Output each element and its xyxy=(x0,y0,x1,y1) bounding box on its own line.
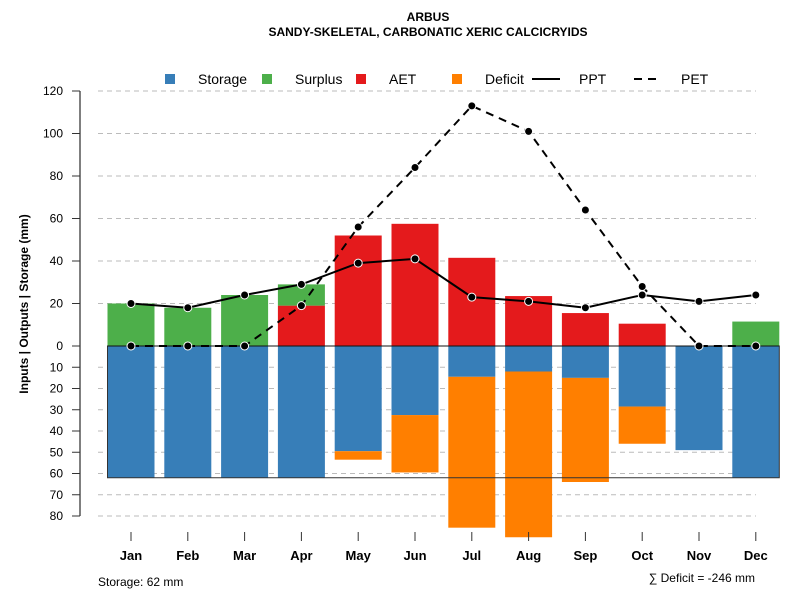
y-tick-label: 10 xyxy=(50,360,64,374)
deficit-bar xyxy=(391,415,439,473)
storage-bar xyxy=(277,346,325,478)
y-tick-label: 60 xyxy=(50,212,64,226)
ppt-point xyxy=(637,290,647,300)
y-tick-label: 30 xyxy=(50,403,64,417)
pet-point xyxy=(353,222,363,232)
x-tick-label: Feb xyxy=(176,548,199,563)
pet-point xyxy=(694,341,704,351)
legend-label-storage: Storage xyxy=(198,71,247,87)
storage-bar xyxy=(334,346,382,452)
pet-point xyxy=(183,341,193,351)
ppt-point xyxy=(694,296,704,306)
footer-storage: Storage: 62 mm xyxy=(98,575,183,589)
y-tick-label: 40 xyxy=(50,424,64,438)
legend-swatch-surplus xyxy=(262,74,272,84)
x-tick-label: Apr xyxy=(290,548,312,563)
ppt-point xyxy=(353,258,363,268)
y-tick-label: 60 xyxy=(50,467,64,481)
aet-bar xyxy=(448,257,496,346)
ppt-point xyxy=(524,296,534,306)
x-tick-label: Nov xyxy=(687,548,712,563)
x-tick-label: Dec xyxy=(744,548,768,563)
storage-bar xyxy=(561,346,609,378)
storage-bar xyxy=(732,346,780,478)
x-tick-label: Mar xyxy=(233,548,256,563)
pet-point xyxy=(296,301,306,311)
y-tick-label: 40 xyxy=(50,254,64,268)
y-tick-label: 20 xyxy=(50,297,64,311)
y-tick-label: 0 xyxy=(56,339,63,353)
ppt-point xyxy=(126,299,136,308)
aet-bar xyxy=(561,313,609,346)
pet-point xyxy=(637,282,647,291)
pet-point xyxy=(126,341,136,351)
chart-subtitle: SANDY-SKELETAL, CARBONATIC XERIC CALCICR… xyxy=(268,25,587,39)
y-tick-label: 120 xyxy=(43,84,63,98)
pet-point xyxy=(467,101,477,111)
storage-bar xyxy=(618,346,666,407)
y-tick-label: 70 xyxy=(50,488,64,502)
legend-swatch-deficit xyxy=(452,74,462,84)
y-tick-label: 100 xyxy=(43,127,63,141)
deficit-bar xyxy=(505,371,553,538)
legend-label-deficit: Deficit xyxy=(485,71,524,87)
y-tick-label: 20 xyxy=(50,382,64,396)
x-tick-label: Sep xyxy=(573,548,597,563)
x-tick-label: Aug xyxy=(516,548,541,563)
surplus-bar xyxy=(221,295,269,346)
deficit-bar xyxy=(448,376,496,528)
deficit-bar xyxy=(618,406,666,444)
ppt-point xyxy=(751,290,761,300)
aet-bar xyxy=(618,323,666,346)
surplus-bar xyxy=(164,307,212,346)
ppt-point xyxy=(410,254,420,264)
ppt-point xyxy=(580,303,590,313)
ppt-point xyxy=(183,303,193,313)
x-tick-label: May xyxy=(346,548,372,563)
legend-label-pet: PET xyxy=(681,71,709,87)
pet-point xyxy=(410,163,420,172)
storage-bar xyxy=(675,346,723,451)
storage-bar xyxy=(164,346,212,478)
storage-bar xyxy=(391,346,439,416)
chart-title: ARBUS xyxy=(407,10,450,24)
legend-swatch-aet xyxy=(356,74,366,84)
storage-bar xyxy=(107,346,155,478)
y-axis-label: Inputs | Outputs | Storage (mm) xyxy=(17,214,31,393)
y-tick-label: 80 xyxy=(50,169,64,183)
legend-swatch-storage xyxy=(165,74,175,84)
aet-bar xyxy=(277,305,325,346)
surplus-bar xyxy=(107,303,155,346)
aet-bar xyxy=(391,223,439,346)
legend-label-surplus: Surplus xyxy=(295,71,342,87)
deficit-bar xyxy=(334,451,382,460)
ppt-line xyxy=(130,257,756,309)
ppt-point xyxy=(296,279,306,289)
pet-point xyxy=(240,341,250,351)
pet-point xyxy=(524,126,534,136)
legend-label-aet: AET xyxy=(389,71,417,87)
ppt-point xyxy=(467,292,477,302)
x-tick-label: Jan xyxy=(120,548,142,563)
ppt-point xyxy=(240,290,250,300)
pet-point xyxy=(751,341,761,351)
storage-bar xyxy=(505,346,553,372)
aet-bar xyxy=(334,235,382,346)
legend-label-ppt: PPT xyxy=(579,71,607,87)
x-tick-label: Jun xyxy=(403,548,426,563)
y-tick-label: 80 xyxy=(50,509,64,523)
footer-deficit: ∑ Deficit = -246 mm xyxy=(649,571,755,585)
storage-bar xyxy=(448,346,496,377)
x-tick-label: Oct xyxy=(631,548,653,563)
pet-point xyxy=(580,205,590,215)
x-tick-label: Jul xyxy=(462,548,481,563)
storage-bar xyxy=(221,346,269,478)
y-tick-label: 50 xyxy=(50,445,64,459)
deficit-bar xyxy=(561,377,609,482)
